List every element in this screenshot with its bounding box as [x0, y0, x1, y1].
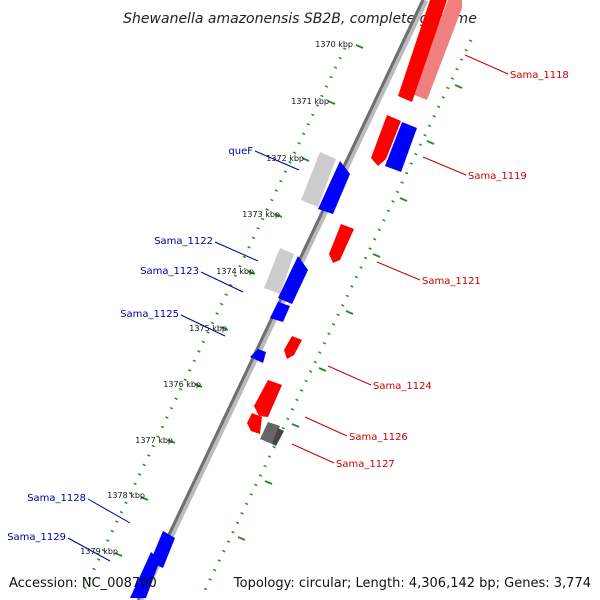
- tick-label-1377: 1377 kbp: [135, 436, 173, 445]
- gene-sama-1119-blue: [385, 122, 417, 172]
- accession-text: Accession: NC_008700: [9, 576, 157, 591]
- leader-sama-1123: [200, 271, 244, 293]
- tick-label-1374: 1374 kbp: [216, 267, 254, 276]
- inner-tick-marks: [114, 44, 364, 557]
- gene-sama-1129-arrow: [130, 552, 160, 598]
- label-sama-1123: Sama_1123: [140, 266, 199, 277]
- tick-label-1371: 1371 kbp: [291, 97, 329, 106]
- reverse-features: [130, 122, 417, 598]
- gene-sama-1126-tail: [247, 413, 262, 434]
- leader-sama-1118: [464, 54, 509, 75]
- kbp-labels: 1370 kbp 1371 kbp 1372 kbp 1373 kbp 1374…: [80, 40, 353, 556]
- tick-label-1372: 1372 kbp: [266, 154, 304, 163]
- leader-sama-1125: [180, 314, 226, 337]
- label-sama-1122: Sama_1122: [154, 236, 213, 247]
- outer-tick-track: [203, 39, 473, 591]
- gene-sama-1127-shade: [272, 428, 284, 446]
- leader-sama-1122: [214, 241, 259, 262]
- label-sama-1121: Sama_1121: [422, 276, 481, 287]
- leader-quef: [254, 150, 300, 171]
- label-sama-1126: Sama_1126: [349, 432, 408, 443]
- leader-sama-1124: [327, 365, 372, 386]
- tick-label-1378: 1378 kbp: [107, 491, 145, 500]
- gene-sama-1123-arrow: [278, 256, 308, 304]
- tick-label-1376: 1376 kbp: [163, 380, 201, 389]
- gene-sama-1127-block: [260, 422, 280, 444]
- gene-sama-1124-arrow: [284, 336, 302, 359]
- leader-sama-1126: [304, 416, 348, 437]
- leader-sama-1129: [67, 537, 111, 562]
- tick-label-1370: 1370 kbp: [315, 40, 353, 49]
- label-sama-1128: Sama_1128: [27, 493, 86, 504]
- inner-tick-track: [80, 47, 347, 595]
- leader-sama-1127: [291, 443, 335, 464]
- label-sama-1127: Sama_1127: [336, 459, 395, 470]
- label-sama-1129: Sama_1129: [7, 532, 66, 543]
- leader-sama-1119: [422, 156, 467, 176]
- gene-quef-gray: [301, 152, 336, 207]
- label-sama-1125: Sama_1125: [120, 309, 179, 320]
- forward-features: [247, 0, 462, 446]
- map-title: Shewanella amazonensis SB2B, complete ge…: [123, 11, 477, 27]
- label-sama-1118: Sama_1118: [510, 70, 569, 81]
- genome-backbone-shadow: [136, 0, 429, 600]
- gene-sama-1125-small: [270, 302, 290, 322]
- tick-label-1373: 1373 kbp: [242, 210, 280, 219]
- gene-sama-1118-arrow: [398, 0, 447, 102]
- leader-sama-1121: [376, 261, 421, 281]
- gene-quef-arrow: [318, 161, 350, 214]
- leader-sama-1128: [87, 498, 131, 524]
- outer-tick-marks: [237, 84, 463, 541]
- gene-sama-1118-block: [412, 0, 462, 100]
- gene-sama-1125-arrow: [250, 349, 266, 363]
- label-quef: queF: [228, 146, 253, 157]
- label-sama-1119: Sama_1119: [468, 171, 527, 182]
- gene-sama-1126-arrow: [254, 380, 282, 417]
- forward-gene-labels: Sama_1118 Sama_1119 Sama_1121 Sama_1124 …: [291, 54, 569, 470]
- genome-backbone: [136, 0, 425, 600]
- reverse-gene-labels: queF Sama_1122 Sama_1123 Sama_1125 Sama_…: [7, 146, 300, 562]
- label-sama-1124: Sama_1124: [373, 381, 432, 392]
- tick-label-1379: 1379 kbp: [80, 547, 118, 556]
- gene-sama-1122-gray: [264, 248, 294, 294]
- gene-sama-1119-arrow: [371, 115, 401, 166]
- gene-sama-1121-arrow: [329, 224, 354, 263]
- topology-text: Topology: circular; Length: 4,306,142 bp…: [233, 576, 591, 591]
